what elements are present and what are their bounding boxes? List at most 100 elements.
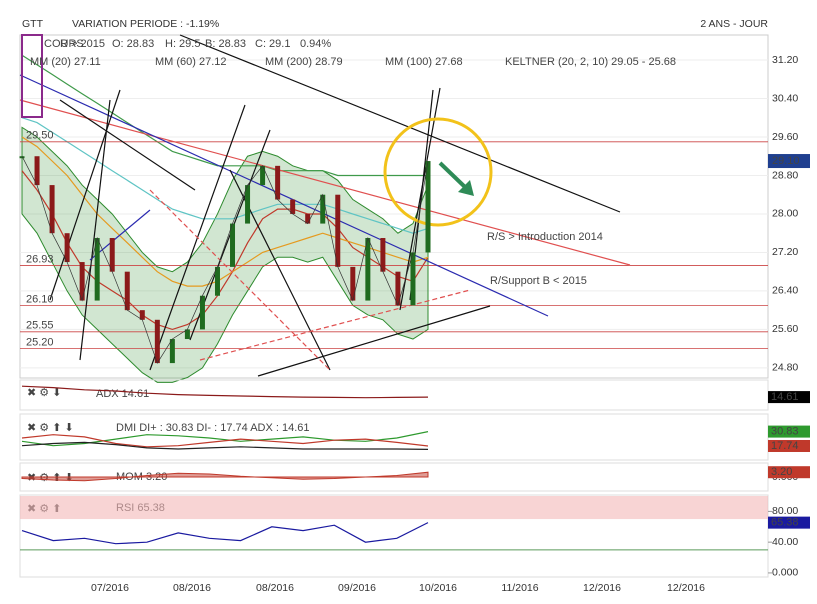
value-tag-label: 30.83: [771, 425, 799, 437]
candle: [395, 271, 401, 306]
svg-text:✖ ⚙ ⬆ ⬇: ✖ ⚙ ⬆ ⬇: [27, 422, 74, 434]
value-tag-label: 14.61: [771, 391, 799, 403]
annotation: R/S > Introduction 2014: [487, 231, 603, 243]
candle: [260, 165, 266, 186]
value-tag: [768, 425, 810, 438]
candle: [305, 213, 311, 224]
arrow: [438, 161, 474, 196]
legend-entry: MM (100) 27.68: [385, 56, 463, 68]
level-label: 25.20: [26, 337, 54, 349]
candle: [350, 266, 356, 301]
candle: [410, 252, 416, 306]
momentum-area: [21, 471, 429, 482]
price-line: [21, 156, 429, 364]
level-label: 26.10: [26, 293, 54, 305]
panel-title: ADX 14.61: [96, 388, 149, 400]
x-tick-label: 11/2016: [501, 582, 538, 594]
overbought-zone: [20, 496, 768, 520]
candle: [169, 339, 175, 364]
y-tick-label: 24.80: [772, 362, 798, 374]
quote-text: B: 28.83: [205, 38, 246, 50]
quote-text: O: 28.83: [112, 38, 154, 50]
quote-text: C: 29.1: [255, 38, 290, 50]
x-tick-label: 08/2016: [256, 582, 294, 594]
rsi-panel: [19, 494, 769, 578]
highlight-circle: [383, 117, 493, 227]
y-tick-label: 28.80: [772, 169, 798, 181]
y-tick-label: 31.20: [772, 54, 798, 66]
candle: [230, 223, 236, 267]
moving-average: [21, 54, 428, 177]
y-tick-label: 29.60: [772, 131, 798, 143]
level-label: 29.50: [26, 130, 54, 142]
title: GTT: [22, 18, 44, 30]
main-plot: [19, 34, 769, 379]
value-tag-label: 65.38: [771, 517, 799, 529]
period: 2 ANS - JOUR: [700, 18, 768, 30]
legend-entry: MM (20) 27.11: [30, 56, 101, 68]
x-tick-label: 12/2016: [583, 582, 621, 594]
y-tick-label: 25.60: [772, 323, 798, 335]
value-tag-label: 3.20: [771, 466, 792, 478]
value-tag: [768, 391, 810, 404]
candle: [139, 310, 145, 320]
y-tick-label: 30.40: [772, 92, 798, 104]
candle: [124, 271, 130, 311]
level-label: 26.93: [26, 253, 54, 265]
x-tick-label: 12/2016: [667, 582, 705, 594]
value-tag: [768, 466, 810, 479]
panel-title: DMI DI+ : 30.83 DI- : 17.74 ADX : 14.61: [116, 422, 310, 434]
candle: [49, 185, 55, 234]
r-box: [21, 34, 43, 118]
candle: [335, 194, 341, 267]
quote-text: 0.94%: [300, 38, 331, 50]
candle: [320, 194, 326, 224]
y-tick-label: 26.40: [772, 285, 798, 297]
candle: [275, 165, 281, 200]
candle: [425, 161, 431, 253]
value-tag: [768, 439, 810, 452]
legend-entry: KELTNER (20, 2, 10) 29.05 - 25.68: [505, 56, 676, 68]
x-tick-label: 10/2016: [419, 582, 457, 594]
candle: [34, 156, 40, 186]
value-tag: [768, 516, 810, 529]
legend-entry: MM (200) 28.79: [265, 56, 343, 68]
candle: [79, 262, 85, 301]
candle: [365, 238, 371, 301]
candle: [154, 319, 160, 364]
indicator-line: [21, 441, 429, 450]
candle: [199, 295, 205, 330]
legend-entry: MM (60) 27.12: [155, 56, 227, 68]
candle: [64, 233, 70, 263]
last-price-tag: [768, 154, 810, 169]
x-tick-label: 07/2016: [91, 582, 129, 594]
candle: [245, 185, 251, 224]
candle: [380, 238, 386, 272]
y-tick-label: 28.00: [772, 208, 798, 220]
svg-text:✖ ⚙ ⬇: ✖ ⚙ ⬇: [27, 387, 61, 399]
subtitle: VARIATION PERIODE : -1.19%: [72, 18, 219, 30]
y-tick-label: 80.00: [772, 505, 798, 517]
y-tick-label: 40.00: [772, 536, 798, 548]
x-tick-label: 08/2016: [173, 582, 211, 594]
annotation: R > 2015: [60, 38, 105, 50]
quote-text: H: 29.5: [165, 38, 200, 50]
indicator-line: [21, 522, 429, 545]
last-price-label: 29.10: [772, 155, 800, 167]
indicator-line: [21, 434, 429, 448]
candle: [290, 199, 296, 214]
candle: [19, 156, 25, 159]
moving-average: [21, 136, 429, 287]
candle: [94, 238, 100, 301]
panel-icons: ✖ ⚙ ⬇✖ ⚙ ⬆ ⬇✖ ⚙ ⬆ ⬇✖ ⚙ ⬆: [27, 387, 74, 515]
y-tick-label: 27.20: [772, 246, 798, 258]
candle: [184, 329, 190, 340]
level-label: 25.55: [26, 320, 54, 332]
moving-average: [21, 117, 429, 234]
annotation: R/Support B < 2015: [490, 275, 587, 287]
keltner-band: [21, 126, 429, 383]
candle: [109, 238, 115, 272]
quote-text: COURS: [44, 38, 84, 50]
indicator-line: [21, 385, 429, 399]
